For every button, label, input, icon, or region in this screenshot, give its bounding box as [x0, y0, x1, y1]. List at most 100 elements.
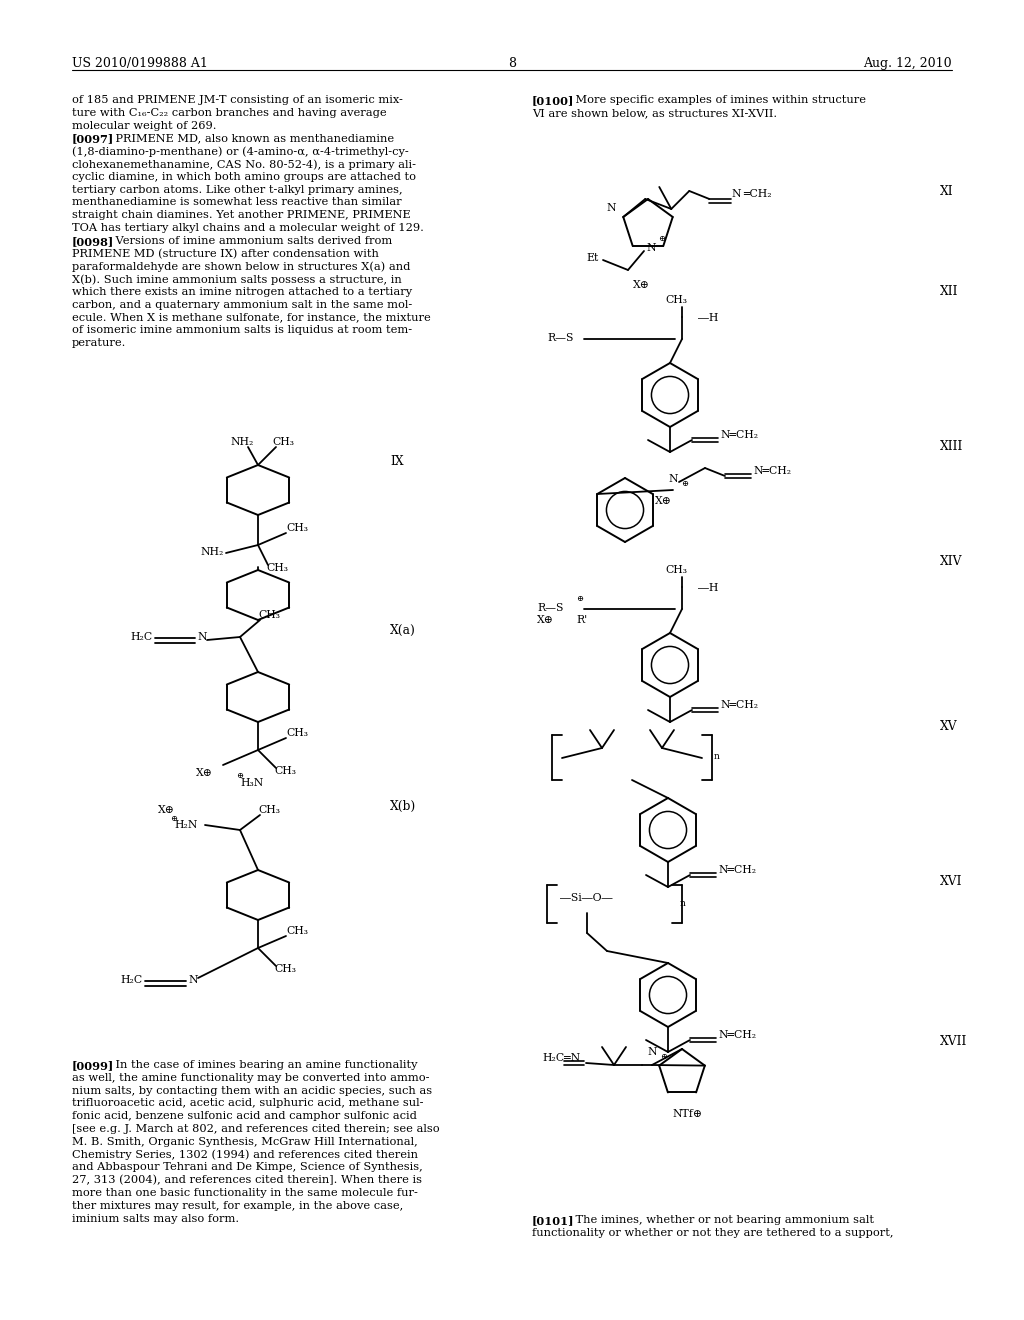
Text: N═CH₂: N═CH₂ — [720, 700, 758, 710]
Text: ⊕: ⊕ — [658, 235, 665, 243]
Text: N═CH₂: N═CH₂ — [718, 1030, 756, 1040]
Text: PRIMENE MD, also known as menthanediamine: PRIMENE MD, also known as menthanediamin… — [101, 133, 394, 144]
Text: N: N — [668, 474, 678, 484]
Text: H₂C: H₂C — [120, 975, 142, 985]
Text: M. B. Smith, Organic Synthesis, McGraw Hill International,: M. B. Smith, Organic Synthesis, McGraw H… — [72, 1137, 418, 1147]
Text: 8: 8 — [508, 57, 516, 70]
Text: XIII: XIII — [940, 440, 964, 453]
Text: [0097]: [0097] — [72, 133, 115, 144]
Text: straight chain diamines. Yet another PRIMENE, PRIMENE: straight chain diamines. Yet another PRI… — [72, 210, 411, 220]
Text: (1,8-diamino-p-menthane) or (4-amino-α, α-4-trimethyl-cy-: (1,8-diamino-p-menthane) or (4-amino-α, … — [72, 147, 409, 157]
Text: X(b): X(b) — [390, 800, 416, 813]
Text: ⊕: ⊕ — [170, 814, 177, 822]
Text: CH₃: CH₃ — [272, 437, 294, 447]
Text: XV: XV — [940, 719, 957, 733]
Text: CH₃: CH₃ — [665, 565, 687, 576]
Text: Chemistry Series, 1302 (1994) and references cited therein: Chemistry Series, 1302 (1994) and refere… — [72, 1150, 418, 1160]
Text: n: n — [680, 899, 686, 908]
Text: In the case of imines bearing an amine functionality: In the case of imines bearing an amine f… — [101, 1060, 418, 1071]
Text: [0098]: [0098] — [72, 236, 115, 247]
Text: [0101]: [0101] — [532, 1214, 574, 1226]
Text: CH₃: CH₃ — [286, 729, 308, 738]
Text: iminium salts may also form.: iminium salts may also form. — [72, 1213, 240, 1224]
Text: TOA has tertiary alkyl chains and a molecular weight of 129.: TOA has tertiary alkyl chains and a mole… — [72, 223, 424, 234]
Text: R—S: R—S — [547, 333, 573, 343]
Text: N: N — [647, 1047, 656, 1057]
Text: perature.: perature. — [72, 338, 126, 348]
Text: X⊕: X⊕ — [633, 280, 650, 290]
Text: Versions of imine ammonium salts derived from: Versions of imine ammonium salts derived… — [101, 236, 392, 246]
Text: as well, the amine functionality may be converted into ammo-: as well, the amine functionality may be … — [72, 1073, 429, 1082]
Text: menthanediamine is somewhat less reactive than similar: menthanediamine is somewhat less reactiv… — [72, 198, 401, 207]
Text: N═CH₂: N═CH₂ — [753, 466, 792, 477]
Text: N: N — [646, 243, 655, 253]
Text: nium salts, by contacting them with an acidic species, such as: nium salts, by contacting them with an a… — [72, 1085, 432, 1096]
Text: NH₂: NH₂ — [230, 437, 253, 447]
Text: X(a): X(a) — [390, 624, 416, 638]
Text: N: N — [606, 203, 615, 213]
Text: N: N — [197, 632, 207, 642]
Text: CH₃: CH₃ — [286, 523, 308, 533]
Text: N: N — [731, 189, 740, 199]
Text: ecule. When X is methane sulfonate, for instance, the mixture: ecule. When X is methane sulfonate, for … — [72, 313, 431, 322]
Text: [0100]: [0100] — [532, 95, 574, 106]
Text: ⊕: ⊕ — [660, 1053, 667, 1061]
Text: XIV: XIV — [940, 554, 963, 568]
Text: NTf⊕: NTf⊕ — [672, 1109, 702, 1119]
Text: 27, 313 (2004), and references cited therein]. When there is: 27, 313 (2004), and references cited the… — [72, 1175, 422, 1185]
Text: of isomeric imine ammonium salts is liquidus at room tem-: of isomeric imine ammonium salts is liqu… — [72, 326, 412, 335]
Text: ther mixtures may result, for example, in the above case,: ther mixtures may result, for example, i… — [72, 1201, 403, 1210]
Text: more than one basic functionality in the same molecule fur-: more than one basic functionality in the… — [72, 1188, 418, 1199]
Text: CH₃: CH₃ — [258, 610, 280, 620]
Text: H₂C═N: H₂C═N — [542, 1053, 581, 1063]
Text: CH₃: CH₃ — [258, 805, 280, 814]
Text: which there exists an imine nitrogen attached to a tertiary: which there exists an imine nitrogen att… — [72, 286, 412, 297]
Text: IX: IX — [390, 455, 403, 469]
Text: fonic acid, benzene sulfonic acid and camphor sulfonic acid: fonic acid, benzene sulfonic acid and ca… — [72, 1111, 417, 1121]
Text: N═CH₂: N═CH₂ — [718, 865, 756, 875]
Text: clohexanemethanamine, CAS No. 80-52-4), is a primary ali-: clohexanemethanamine, CAS No. 80-52-4), … — [72, 158, 416, 169]
Text: PRIMENE MD (structure IX) after condensation with: PRIMENE MD (structure IX) after condensa… — [72, 248, 379, 259]
Text: molecular weight of 269.: molecular weight of 269. — [72, 120, 216, 131]
Text: CH₃: CH₃ — [274, 766, 296, 776]
Text: of 185 and PRIMENE JM-T consisting of an isomeric mix-: of 185 and PRIMENE JM-T consisting of an… — [72, 95, 402, 106]
Text: CH₃: CH₃ — [286, 927, 308, 936]
Text: X⊕: X⊕ — [537, 615, 554, 624]
Text: cyclic diamine, in which both amino groups are attached to: cyclic diamine, in which both amino grou… — [72, 172, 416, 182]
Text: carbon, and a quaternary ammonium salt in the same mol-: carbon, and a quaternary ammonium salt i… — [72, 300, 413, 310]
Text: paraformaldehyde are shown below in structures X(a) and: paraformaldehyde are shown below in stru… — [72, 261, 411, 272]
Text: ⊕: ⊕ — [681, 480, 688, 488]
Text: XVI: XVI — [940, 875, 963, 888]
Text: R—S: R—S — [537, 603, 563, 612]
Text: Et: Et — [586, 253, 598, 263]
Text: ture with C₁₆-C₂₂ carbon branches and having average: ture with C₁₆-C₂₂ carbon branches and ha… — [72, 108, 387, 117]
Text: [see e.g. J. March at 802, and references cited therein; see also: [see e.g. J. March at 802, and reference… — [72, 1125, 439, 1134]
Text: X⊕: X⊕ — [655, 496, 672, 506]
Text: ⊕: ⊕ — [236, 772, 243, 780]
Text: ═CH₂: ═CH₂ — [743, 189, 772, 199]
Text: R': R' — [575, 615, 587, 624]
Text: and Abbaspour Tehrani and De Kimpe, Science of Synthesis,: and Abbaspour Tehrani and De Kimpe, Scie… — [72, 1163, 423, 1172]
Text: VI are shown below, as structures XI-XVII.: VI are shown below, as structures XI-XVI… — [532, 108, 777, 117]
Text: ―H: ―H — [698, 313, 719, 323]
Text: H₂C: H₂C — [130, 632, 153, 642]
Text: n: n — [714, 752, 720, 762]
Text: ―Si―O―: ―Si―O― — [560, 894, 612, 903]
Text: ⊕: ⊕ — [575, 595, 583, 603]
Text: N═CH₂: N═CH₂ — [720, 430, 758, 440]
Text: ―H: ―H — [698, 583, 719, 593]
Text: The imines, whether or not bearing ammonium salt: The imines, whether or not bearing ammon… — [561, 1214, 874, 1225]
Text: More specific examples of imines within structure: More specific examples of imines within … — [561, 95, 866, 106]
Text: H₃N: H₃N — [240, 777, 263, 788]
Text: X⊕: X⊕ — [196, 768, 213, 777]
Text: functionality or whether or not they are tethered to a support,: functionality or whether or not they are… — [532, 1228, 894, 1238]
Text: trifluoroacetic acid, acetic acid, sulphuric acid, methane sul-: trifluoroacetic acid, acetic acid, sulph… — [72, 1098, 424, 1109]
Text: XII: XII — [940, 285, 958, 298]
Text: US 2010/0199888 A1: US 2010/0199888 A1 — [72, 57, 208, 70]
Text: X(b). Such imine ammonium salts possess a structure, in: X(b). Such imine ammonium salts possess … — [72, 275, 401, 285]
Text: NH₂: NH₂ — [200, 546, 223, 557]
Text: tertiary carbon atoms. Like other t-alkyl primary amines,: tertiary carbon atoms. Like other t-alky… — [72, 185, 402, 194]
Text: H₂N: H₂N — [174, 820, 198, 830]
Text: CH₃: CH₃ — [266, 564, 288, 573]
Text: X⊕: X⊕ — [158, 805, 175, 814]
